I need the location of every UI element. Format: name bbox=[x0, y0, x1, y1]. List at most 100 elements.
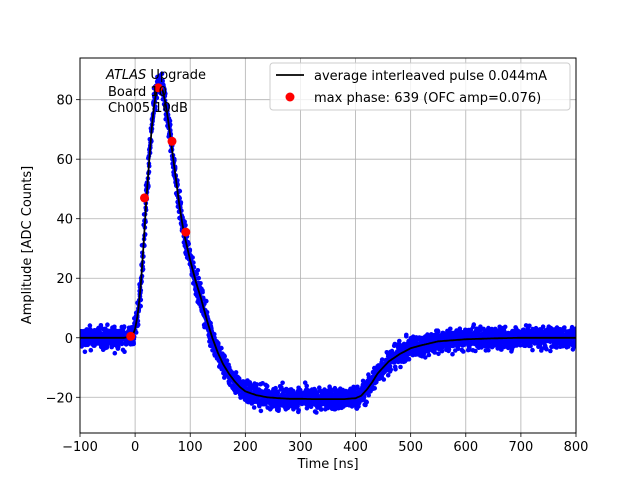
sample-point bbox=[219, 345, 224, 351]
sample-point bbox=[275, 390, 281, 396]
sample-point bbox=[486, 347, 491, 353]
x-tick-label: 100 bbox=[178, 440, 203, 455]
sample-point bbox=[379, 357, 385, 362]
sample-point bbox=[112, 324, 117, 330]
sample-point bbox=[554, 345, 559, 350]
sample-point bbox=[200, 289, 205, 295]
x-tick-label: −100 bbox=[62, 440, 98, 455]
sample-point bbox=[446, 347, 452, 352]
sample-point bbox=[406, 356, 412, 362]
sample-point bbox=[572, 344, 576, 349]
legend-box bbox=[269, 62, 571, 111]
sample-point bbox=[473, 348, 478, 354]
max-phase-marker bbox=[167, 136, 177, 146]
y-axis-ticks: −20 0 20 40 60 80 bbox=[46, 94, 80, 406]
sample-point bbox=[398, 364, 403, 370]
sample-point bbox=[548, 348, 553, 354]
sample-point bbox=[105, 322, 110, 328]
sample-point bbox=[502, 324, 508, 330]
sample-point bbox=[304, 383, 310, 389]
sample-point bbox=[314, 410, 319, 415]
sample-point bbox=[388, 367, 394, 372]
sample-point bbox=[573, 326, 576, 331]
sample-point bbox=[233, 370, 239, 375]
sample-point bbox=[264, 383, 270, 389]
x-tick-label: 800 bbox=[564, 440, 589, 455]
y-tick-label: 80 bbox=[56, 94, 73, 109]
annotation-line-1: ATLAS Upgrade bbox=[105, 68, 206, 83]
y-axis-label: Amplitude [ADC Counts] bbox=[20, 166, 35, 324]
x-tick-label: 400 bbox=[343, 440, 368, 455]
max-phase-marker bbox=[181, 227, 191, 237]
sample-point bbox=[258, 408, 264, 414]
atlas-annotation: ATLAS Upgrade Board 10 Ch005 10dB bbox=[105, 68, 206, 116]
x-tick-label: 500 bbox=[398, 440, 423, 455]
sample-point bbox=[455, 346, 461, 352]
sample-point bbox=[372, 386, 378, 391]
sample-point bbox=[198, 281, 203, 286]
sample-point bbox=[194, 271, 199, 277]
sample-point bbox=[426, 352, 432, 358]
sample-point bbox=[135, 322, 141, 328]
x-tick-label: 300 bbox=[288, 440, 313, 455]
annotation-line-3: Ch005 10dB bbox=[108, 101, 188, 116]
average-pulse-line-group bbox=[80, 84, 576, 400]
sample-point bbox=[423, 355, 428, 360]
sample-point bbox=[216, 340, 221, 346]
sample-point bbox=[196, 275, 201, 281]
sample-point bbox=[254, 382, 260, 387]
sample-point bbox=[381, 377, 387, 382]
max-phase-marker bbox=[153, 83, 163, 93]
sample-point bbox=[191, 260, 196, 265]
sample-point bbox=[251, 405, 257, 410]
sample-point bbox=[436, 351, 441, 357]
sample-point bbox=[364, 399, 370, 405]
sample-point bbox=[273, 385, 278, 391]
sample-point bbox=[562, 325, 567, 330]
sample-point bbox=[182, 219, 187, 224]
sample-point bbox=[204, 298, 209, 304]
sample-point bbox=[478, 324, 483, 330]
sample-point bbox=[280, 380, 285, 386]
sample-point bbox=[471, 322, 477, 327]
y-tick-label: −20 bbox=[46, 391, 73, 406]
sample-point bbox=[87, 323, 93, 328]
max-phase-markers bbox=[126, 83, 191, 341]
max-phase-marker bbox=[140, 193, 149, 203]
legend-entry-max-phase: max phase: 639 (OFC amp=0.076) bbox=[314, 91, 541, 106]
x-axis-label: Time [ns] bbox=[296, 457, 358, 472]
sample-point bbox=[404, 332, 409, 338]
sample-point bbox=[450, 351, 455, 357]
sample-point bbox=[461, 349, 466, 354]
annotation-upgrade: Upgrade bbox=[146, 68, 206, 83]
x-tick-label: 200 bbox=[233, 440, 258, 455]
sample-point bbox=[397, 338, 402, 344]
sample-point bbox=[296, 408, 302, 413]
sample-point bbox=[448, 326, 453, 332]
sample-point bbox=[88, 347, 94, 353]
sample-point bbox=[432, 350, 438, 355]
sample-point bbox=[183, 222, 188, 228]
legend-marker-swatch bbox=[285, 92, 295, 102]
sample-point bbox=[177, 188, 183, 194]
sample-point bbox=[276, 406, 282, 412]
sample-point bbox=[212, 331, 217, 337]
sample-point bbox=[298, 387, 303, 393]
sample-point bbox=[131, 341, 136, 347]
sample-point bbox=[540, 324, 546, 330]
sample-point bbox=[82, 349, 88, 355]
sample-point bbox=[539, 346, 545, 351]
sample-point bbox=[544, 346, 549, 352]
plot-frame bbox=[79, 57, 577, 434]
sample-point bbox=[122, 349, 127, 355]
y-tick-label: 0 bbox=[65, 332, 73, 347]
x-tick-label: 0 bbox=[131, 440, 139, 455]
x-tick-label: 700 bbox=[508, 440, 533, 455]
y-tick-label: 60 bbox=[56, 153, 73, 168]
sample-point bbox=[190, 255, 195, 260]
sample-point bbox=[528, 343, 533, 349]
sample-point bbox=[366, 392, 372, 398]
sample-point bbox=[355, 384, 360, 390]
sample-point bbox=[318, 407, 324, 412]
sample-point bbox=[573, 340, 576, 345]
